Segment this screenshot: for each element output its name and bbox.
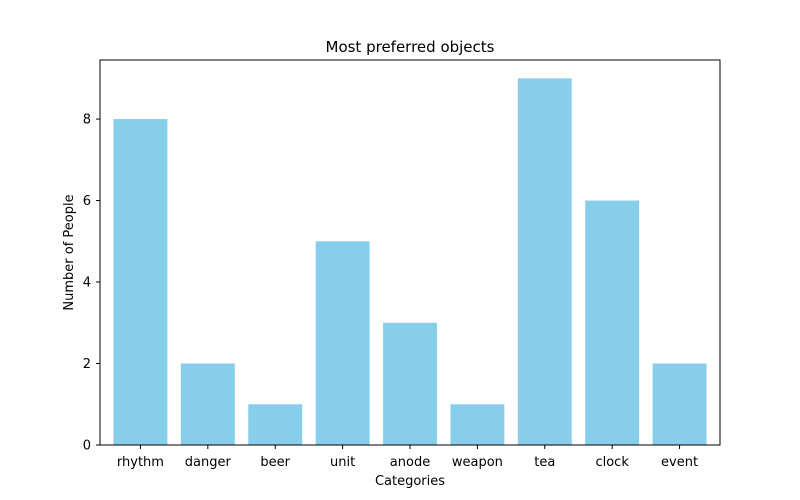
x-axis-ticks: rhythm danger beer unit anode weapon tea clock e… <box>117 445 698 470</box>
bar-beer <box>248 404 303 445</box>
bar-danger <box>180 363 235 445</box>
y-tick-label-8: 8 <box>83 113 91 128</box>
x-tick-label-weapon: weapon <box>452 455 503 470</box>
bar-anode <box>383 322 437 445</box>
y-tick-label-0: 0 <box>83 439 91 454</box>
bars-group <box>113 78 707 446</box>
y-tick-label-2: 2 <box>83 357 91 372</box>
x-tick-label-event: event <box>661 455 698 470</box>
chart-title: Most preferred objects <box>326 38 495 56</box>
bar-unit <box>315 241 370 445</box>
bar-event <box>652 363 707 445</box>
bar-rhythm <box>113 119 168 446</box>
y-axis-label: Number of People <box>62 194 77 310</box>
x-tick-label-clock: clock <box>595 455 629 470</box>
y-tick-label-4: 4 <box>83 276 91 291</box>
y-axis-ticks: 0 2 4 6 8 <box>83 113 100 454</box>
x-tick-label-beer: beer <box>260 455 290 470</box>
x-tick-label-tea: tea <box>534 455 555 470</box>
x-axis-label: Categories <box>375 474 445 489</box>
x-tick-label-unit: unit <box>330 455 355 470</box>
bar-weapon <box>450 404 505 445</box>
x-tick-label-rhythm: rhythm <box>117 455 164 470</box>
y-tick-label-6: 6 <box>83 194 91 209</box>
bar-clock <box>585 200 640 445</box>
bar-tea <box>517 78 572 445</box>
x-tick-label-anode: anode <box>390 455 430 470</box>
x-tick-label-danger: danger <box>185 455 232 470</box>
